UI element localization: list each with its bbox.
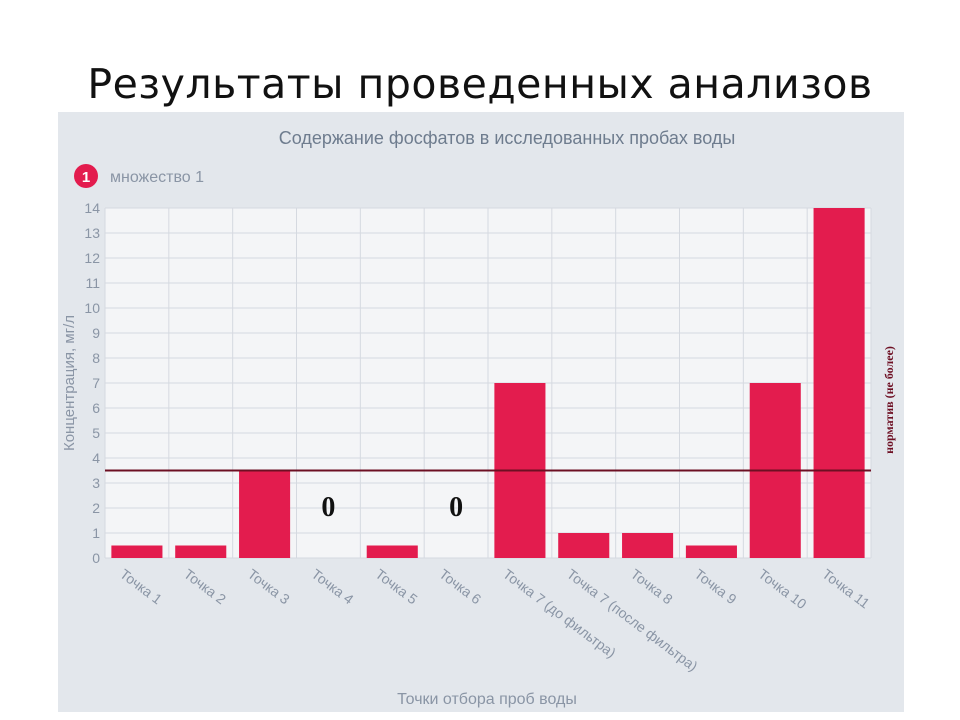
y-tick-label: 6 xyxy=(92,400,100,416)
zero-value-label: 0 xyxy=(449,492,463,523)
y-tick-label: 12 xyxy=(84,250,100,266)
bar xyxy=(558,533,610,558)
bar xyxy=(622,533,674,558)
bar-chart: Содержание фосфатов в исследованных проб… xyxy=(61,128,896,708)
y-tick-label: 5 xyxy=(92,425,100,441)
y-tick-label: 0 xyxy=(92,550,100,566)
y-axis-title: Концентрация, мг/л xyxy=(61,315,78,451)
y-tick-label: 14 xyxy=(84,200,100,216)
x-tick-label: Точка 7 (до фильтра) xyxy=(500,566,619,661)
slide-title: Результаты проведенных анализов xyxy=(87,60,873,108)
x-tick-label: Точка 10 xyxy=(755,566,809,613)
legend-badge xyxy=(74,164,98,188)
x-tick-label: Точка 7 (после фильтра) xyxy=(564,566,701,675)
y-tick-label: 11 xyxy=(85,275,100,291)
legend-label: множество 1 xyxy=(110,169,204,186)
bar xyxy=(685,545,737,558)
x-tick-label: Точка 8 xyxy=(628,566,676,608)
x-tick-label: Точка 1 xyxy=(117,566,165,608)
chart-panel: Содержание фосфатов в исследованных проб… xyxy=(58,112,904,712)
legend-badge-number: 1 xyxy=(82,169,90,186)
bar xyxy=(175,545,227,558)
bar xyxy=(239,470,291,558)
y-tick-label: 7 xyxy=(92,375,100,391)
y-tick-label: 9 xyxy=(92,325,100,341)
bar xyxy=(111,545,163,558)
zero-value-label: 0 xyxy=(321,492,335,523)
bar xyxy=(366,545,418,558)
x-tick-label: Точка 2 xyxy=(181,566,229,608)
chart-title: Содержание фосфатов в исследованных проб… xyxy=(279,128,736,148)
x-tick-label: Точка 4 xyxy=(309,566,357,608)
y-tick-label: 3 xyxy=(92,475,100,491)
y-tick-label: 2 xyxy=(92,500,100,516)
y-tick-label: 4 xyxy=(92,450,100,466)
y-tick-label: 8 xyxy=(92,350,100,366)
x-tick-label: Точка 9 xyxy=(692,566,740,608)
x-tick-label: Точка 11 xyxy=(819,566,873,612)
y-tick-label: 13 xyxy=(84,225,100,241)
x-tick-label: Точка 5 xyxy=(372,566,420,608)
x-tick-label: Точка 3 xyxy=(245,566,293,608)
y-tick-label: 1 xyxy=(92,525,100,541)
x-axis-title: Точки отбора проб воды xyxy=(397,691,577,708)
bar xyxy=(813,208,865,558)
x-tick-label: Точка 6 xyxy=(436,566,484,608)
reference-line-label: норматив (не более) xyxy=(882,346,896,454)
y-tick-label: 10 xyxy=(84,300,100,316)
